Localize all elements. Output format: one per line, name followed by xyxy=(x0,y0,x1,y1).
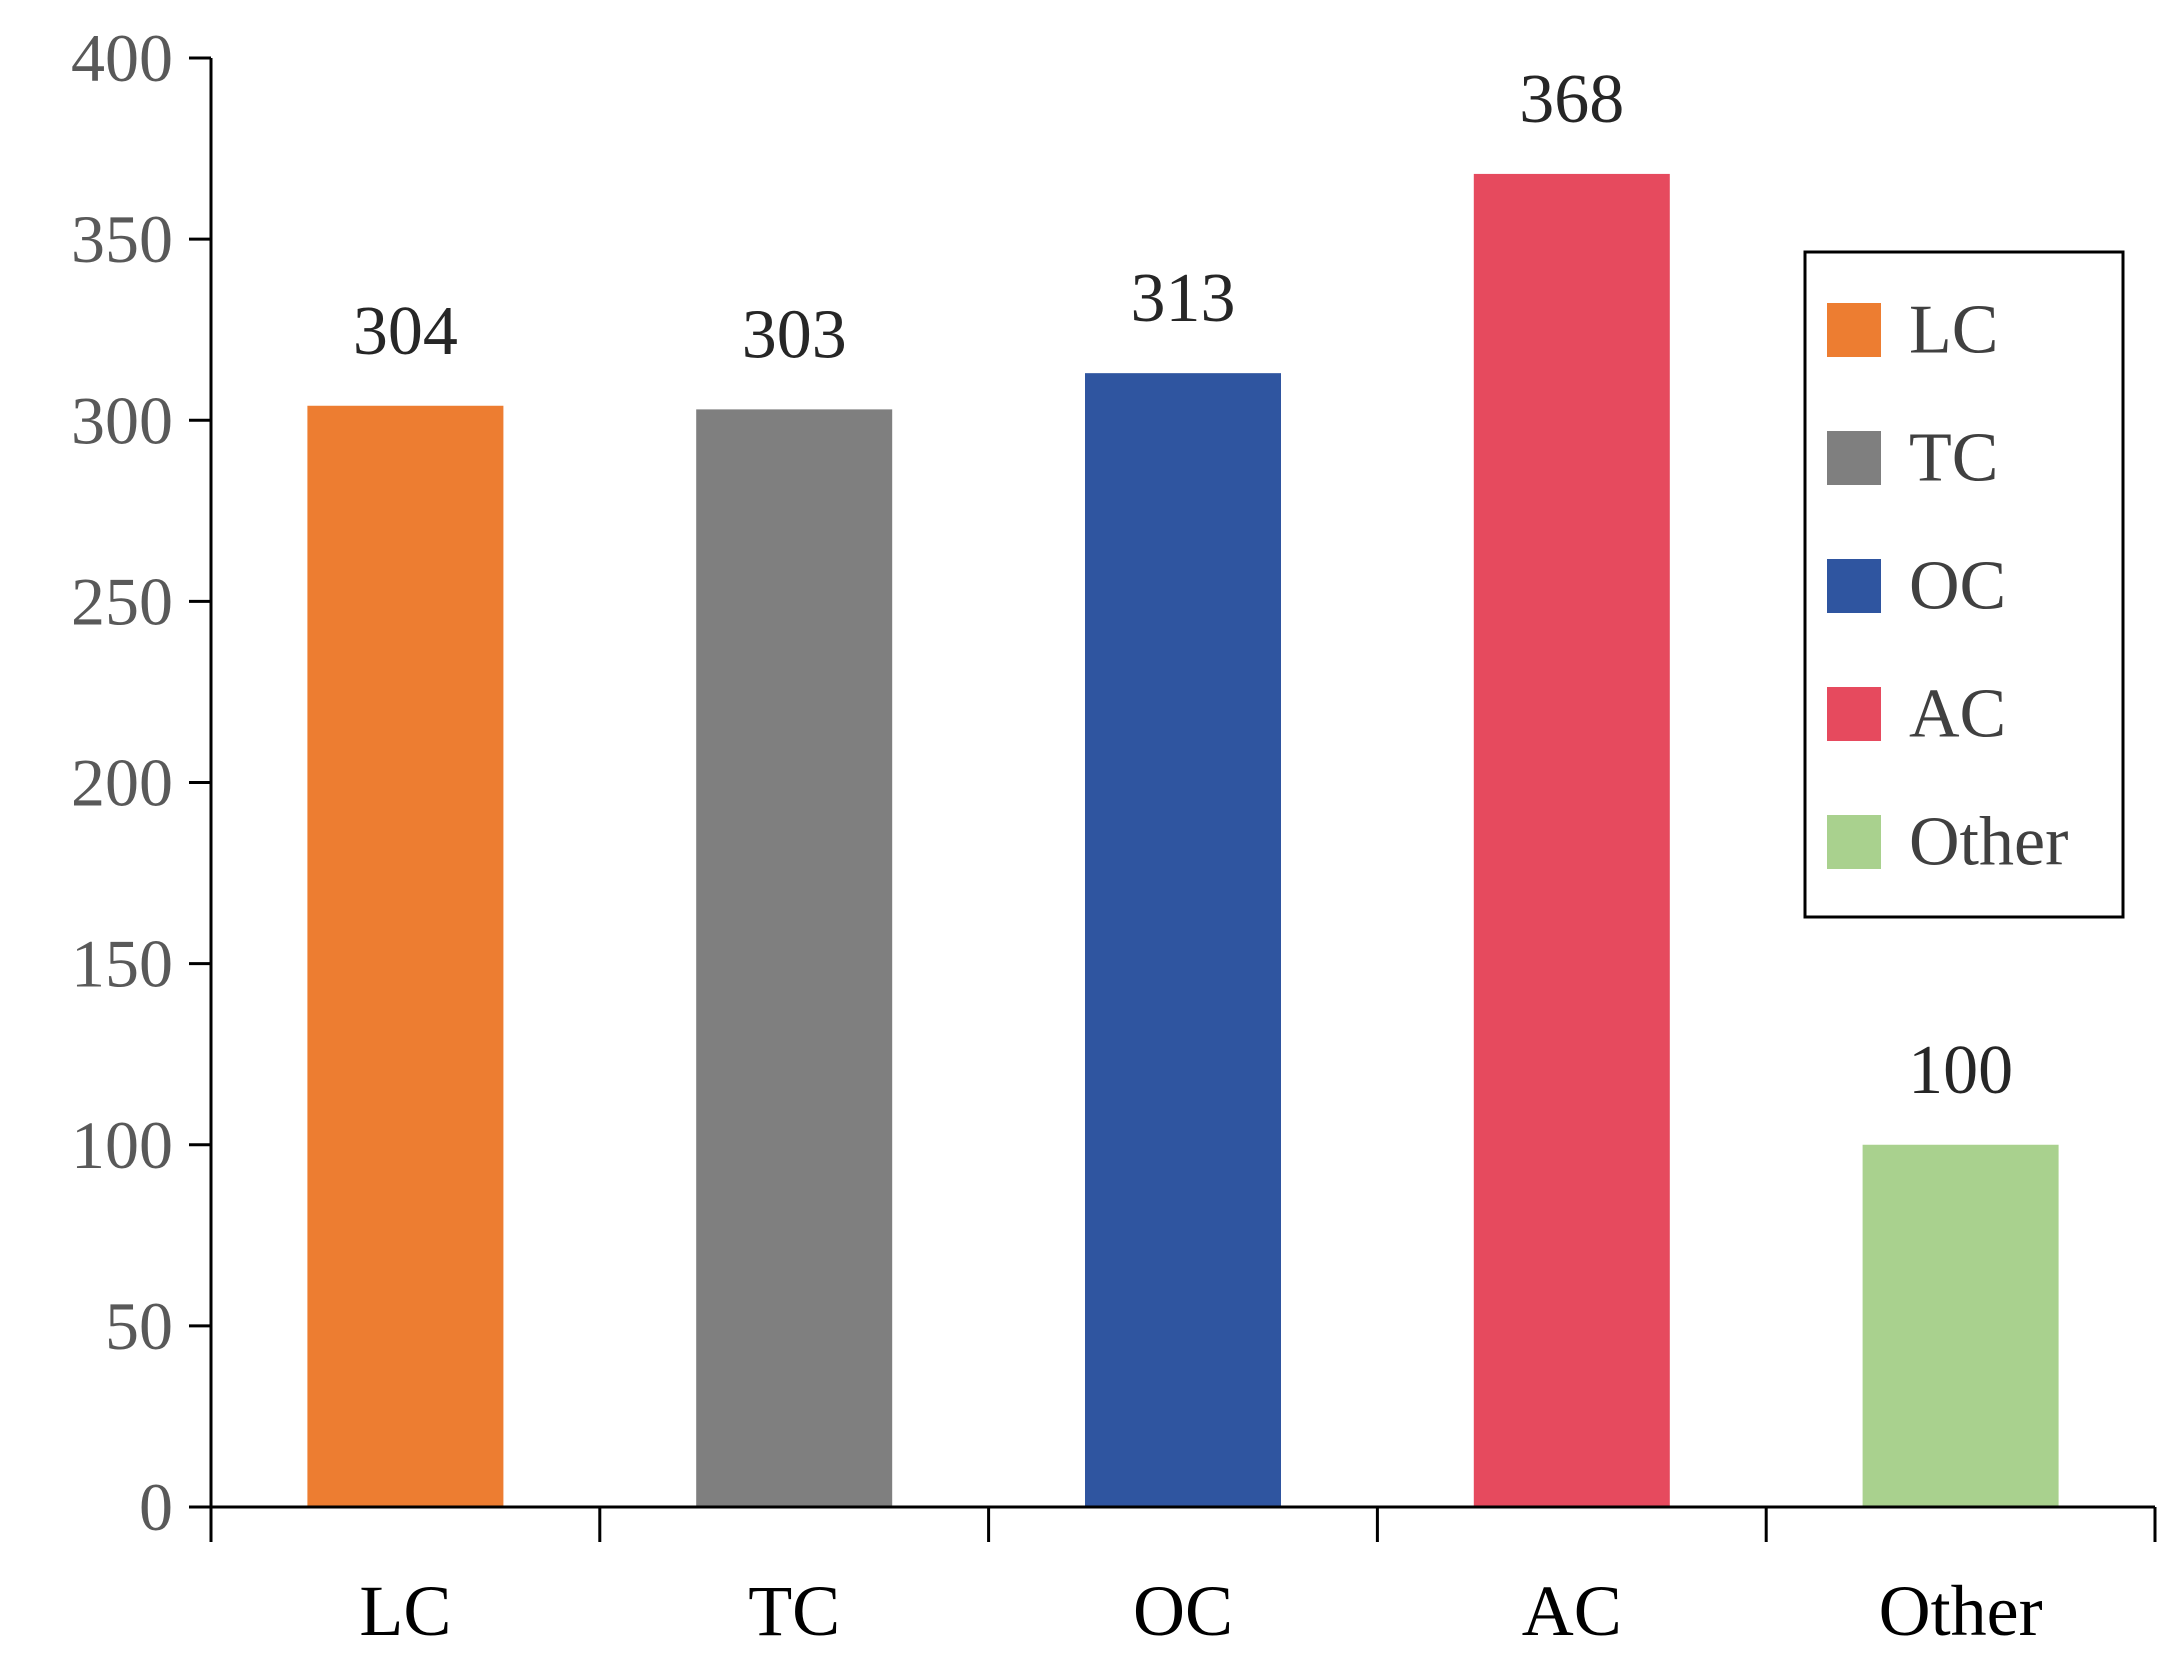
legend-swatch-oc xyxy=(1827,559,1881,613)
y-tick-label: 150 xyxy=(71,926,173,1002)
x-tick-label-lc: LC xyxy=(359,1571,451,1651)
bar-oc xyxy=(1085,373,1281,1508)
y-tick-label: 350 xyxy=(71,201,173,277)
y-tick-label: 100 xyxy=(71,1107,173,1183)
data-label-lc: 304 xyxy=(353,293,458,370)
y-tick-label: 250 xyxy=(71,563,173,639)
legend-swatch-other xyxy=(1827,815,1881,869)
y-tick-label: 0 xyxy=(139,1469,173,1545)
y-tick-label: 400 xyxy=(71,20,173,96)
y-tick-label: 50 xyxy=(105,1288,173,1364)
legend-label-oc: OC xyxy=(1909,548,2006,625)
x-tick-label-ac: AC xyxy=(1522,1571,1622,1651)
axes-layer: 0 50 100 150 200 250 300 350 400 LC TC OC AC Other xyxy=(71,20,2157,1651)
y-tick-label: 200 xyxy=(71,745,173,821)
x-tick-label-oc: OC xyxy=(1133,1571,1233,1651)
bar-other xyxy=(1862,1144,2059,1507)
legend-label-lc: LC xyxy=(1909,292,1998,369)
x-tick-label-other: Other xyxy=(1879,1571,2043,1651)
data-label-oc: 313 xyxy=(1131,260,1236,337)
legend: LC TC OC AC Other xyxy=(1803,250,2125,919)
data-label-tc: 303 xyxy=(742,296,847,373)
legend-label-other: Other xyxy=(1909,804,2068,881)
data-label-other: 100 xyxy=(1908,1032,2013,1109)
bar-lc xyxy=(307,405,504,1507)
bar-ac xyxy=(1473,173,1670,1507)
legend-label-ac: AC xyxy=(1909,676,2006,753)
x-tick-label-tc: TC xyxy=(748,1571,840,1651)
legend-swatch-tc xyxy=(1827,431,1881,485)
y-tick-label: 300 xyxy=(71,382,173,458)
bar-tc xyxy=(696,409,893,1507)
legend-label-tc: TC xyxy=(1909,420,1998,497)
legend-swatch-lc xyxy=(1827,303,1881,357)
data-label-ac: 368 xyxy=(1519,61,1624,138)
bars-layer: 304 303 313 368 100 xyxy=(307,61,2059,1508)
legend-swatch-ac xyxy=(1827,687,1881,741)
